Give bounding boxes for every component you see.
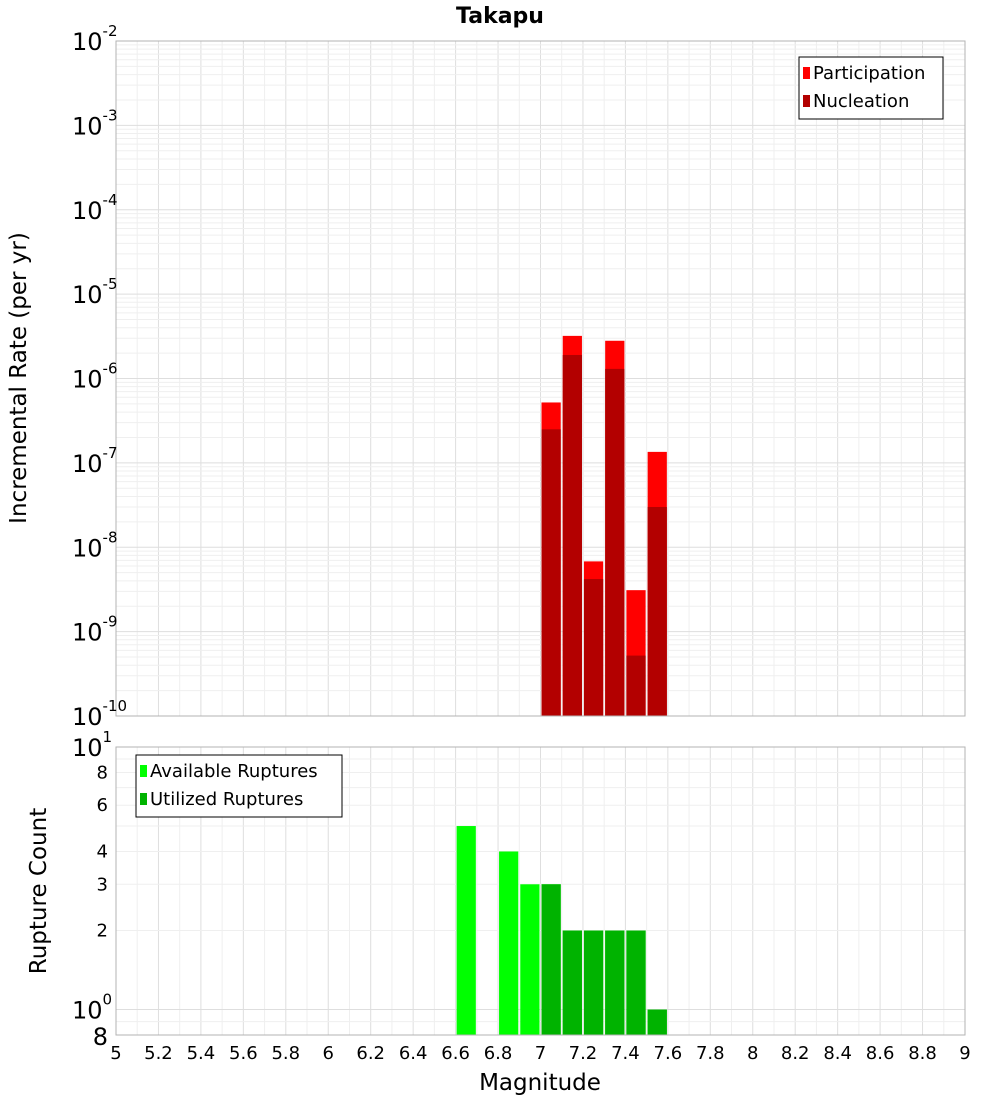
x-tick-label: 8.2 [781,1043,810,1064]
count-legend-box [135,754,343,818]
rate-y-tick-label: 10-6 [72,360,118,394]
count-bar-available-ruptures [499,851,519,1035]
x-tick-label: 5.4 [187,1043,216,1064]
rate-bar-nucleation [541,429,561,716]
x-tick-label: 6.4 [399,1043,428,1064]
rate-bar-nucleation [605,368,625,716]
x-tick-label: 8.8 [908,1043,937,1064]
rate-plot-frame [115,40,966,717]
x-tick-label: 7.4 [611,1043,640,1064]
count-y-tick-label: 6 [97,795,108,816]
count-y-axis-label: Rupture Count [26,808,52,974]
x-tick-label: 6.2 [356,1043,385,1064]
rate-legend: Participation Nucleation [798,56,944,120]
count-bar-utilized-ruptures [562,930,582,1035]
rate-legend-swatch [803,67,810,79]
count-legend-label: Available Ruptures [150,761,318,782]
x-tick-label: 6.6 [441,1043,470,1064]
x-tick-label: 7.6 [654,1043,683,1064]
count-y-tick-label: 8 [97,762,108,783]
rate-y-tick-label: 10-3 [72,106,118,140]
count-bar-utilized-ruptures [647,1009,667,1035]
count-y-tick-label: 100 [72,991,112,1025]
count-legend-label: Utilized Ruptures [150,789,303,810]
rate-legend-label: Nucleation [813,91,909,112]
x-tick-label: 7 [535,1043,546,1064]
count-plot-frame [115,746,966,1036]
count-bar-utilized-ruptures [626,930,646,1035]
x-tick-label: 5.8 [271,1043,300,1064]
x-tick-label: 6.8 [484,1043,513,1064]
count-legend: Available Ruptures Utilized Ruptures [135,754,343,818]
x-tick-label: 5.2 [144,1043,173,1064]
count-y-tick-label: 2 [97,921,108,942]
x-tick-label: 8.6 [866,1043,895,1064]
x-axis-label: Magnitude [479,1070,601,1096]
count-bar-utilized-ruptures [605,930,625,1035]
rate-legend-box [798,56,944,120]
rate-legend-swatch [803,95,810,107]
rate-y-tick-label: 10-8 [72,528,118,562]
x-tick-label: 5 [110,1043,121,1064]
chart-title: Takapu [456,4,544,29]
count-bar-available-ruptures [520,884,540,1035]
rate-y-tick-label: 10-2 [72,22,118,56]
x-tick-label: 9 [959,1043,970,1064]
rate-legend-label: Participation [813,63,925,84]
x-tick-label: 7.8 [696,1043,725,1064]
rate-bar-nucleation [626,655,646,716]
rate-y-tick-label: 10-10 [72,697,127,731]
rate-bar-nucleation [583,579,604,716]
count-legend-swatch [140,793,147,805]
x-tick-label: 8 [747,1043,758,1064]
count-y-tick-label: 8 [93,1023,108,1051]
rate-y-tick-label: 10-7 [72,444,118,478]
count-bar-utilized-ruptures [583,930,604,1035]
x-tick-label: 6 [323,1043,334,1064]
count-y-tick-label: 3 [97,874,108,895]
x-tick-label: 7.2 [569,1043,598,1064]
count-legend-swatch [140,765,147,777]
count-bar-utilized-ruptures [541,884,561,1035]
rate-bar-nucleation [562,354,582,716]
count-y-tick-label: 4 [97,841,108,862]
rate-y-tick-label: 10-5 [72,275,118,309]
x-tick-label: 8.4 [823,1043,852,1064]
rate-y-axis-label: Incremental Rate (per yr) [6,232,32,524]
rate-y-tick-label: 10-4 [72,191,118,225]
x-tick-label: 5.6 [229,1043,258,1064]
count-bar-available-ruptures [456,826,476,1035]
count-y-tick-label: 101 [72,728,112,762]
rate-plot: 10-10 10-9 10-8 10-7 10-6 10-5 10-4 10-3 10-2 Par… [72,22,966,731]
rate-y-tick-label: 10-9 [72,613,118,647]
rate-bar-nucleation [647,506,667,716]
